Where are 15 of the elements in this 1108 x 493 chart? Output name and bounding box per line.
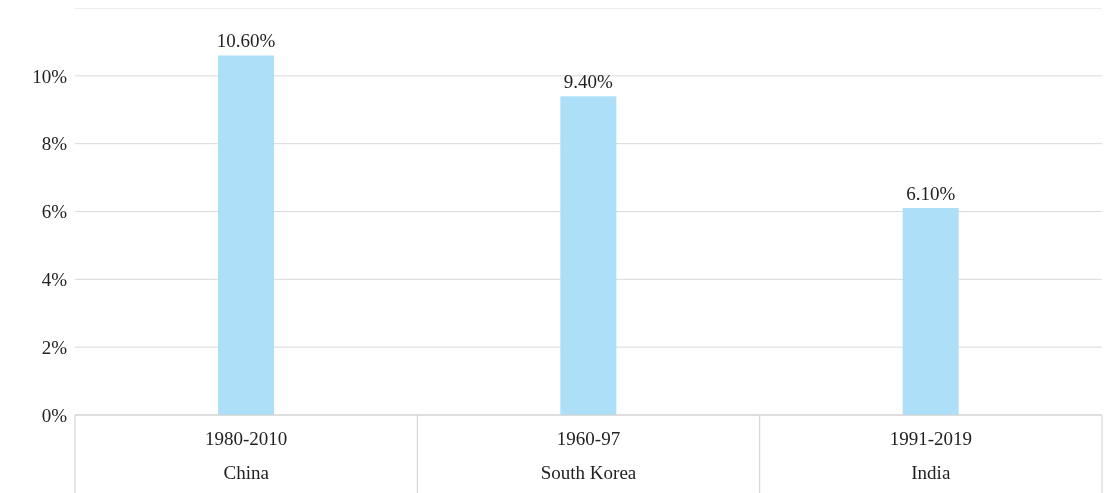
x-tick-label: 1991-2019 India bbox=[889, 428, 972, 483]
data-label: 10.60% bbox=[216, 30, 276, 52]
y-tick-label: 2% bbox=[41, 336, 68, 358]
bar bbox=[218, 55, 274, 415]
y-tick-label: 4% bbox=[41, 269, 68, 291]
bar bbox=[560, 96, 617, 415]
x-tick-label: 1980-2010 China bbox=[205, 428, 288, 483]
y-tick-label: 10% bbox=[32, 65, 68, 87]
data-label: 6.10% bbox=[906, 183, 956, 205]
data-label: 9.40% bbox=[563, 71, 614, 93]
bar bbox=[902, 208, 959, 415]
y-tick-label: 0% bbox=[41, 404, 68, 426]
y-tick-label: 6% bbox=[41, 201, 68, 223]
x-tick-label: 1960-97 South Korea bbox=[540, 428, 637, 483]
y-tick-label: 8% bbox=[41, 133, 68, 155]
